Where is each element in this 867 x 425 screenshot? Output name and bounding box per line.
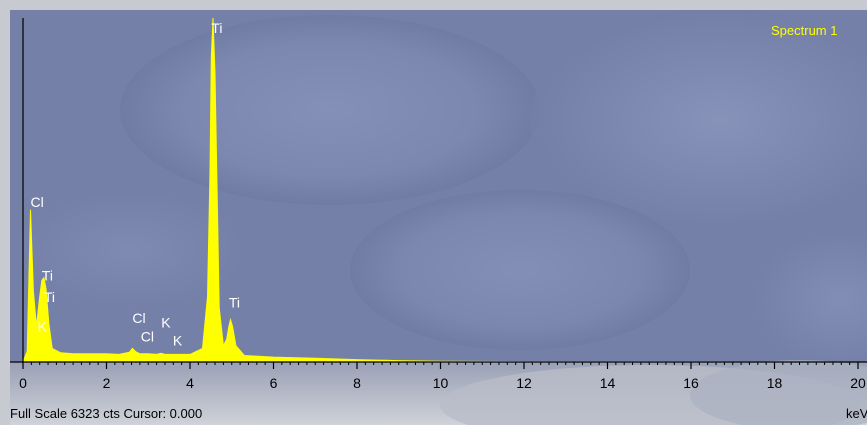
x-tick-label: 8 (353, 375, 361, 391)
peak-label: Cl (132, 310, 145, 326)
status-text: Full Scale 6323 cts Cursor: 0.000 (10, 406, 202, 421)
x-tick-label: 16 (683, 375, 699, 391)
peak-label: Cl (141, 328, 154, 344)
peak-label: Ti (42, 267, 53, 283)
peak-label: Ti (229, 295, 240, 311)
x-tick-label: 10 (433, 375, 449, 391)
x-tick-label: 18 (767, 375, 783, 391)
x-tick-label: 6 (270, 375, 278, 391)
x-tick-label: 12 (516, 375, 532, 391)
x-tick-label: 20 (850, 375, 866, 391)
x-axis-tick-labels: 0 2 4 6 8 10 12 14 16 18 20 (19, 375, 866, 391)
x-tick-label: 14 (600, 375, 616, 391)
peak-label: K (173, 333, 183, 349)
peak-label: Cl (31, 194, 44, 210)
peak-label: K (161, 315, 171, 331)
spectrum-label: Spectrum 1 (771, 23, 837, 38)
peak-label: Ti (211, 20, 222, 36)
unit-label: keV (846, 406, 867, 421)
peak-label: K (38, 319, 48, 335)
x-axis-major-ticks (22, 362, 859, 369)
peak-label: Ti (44, 289, 55, 305)
x-tick-label: 0 (19, 375, 27, 391)
x-tick-label: 4 (186, 375, 194, 391)
spectrum-trace (22, 17, 859, 363)
x-tick-label: 2 (103, 375, 111, 391)
